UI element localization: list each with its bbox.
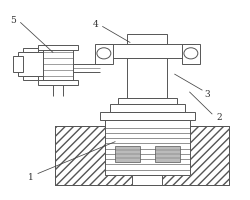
Bar bbox=[155, 146, 180, 162]
Text: 1: 1 bbox=[28, 173, 34, 182]
Text: 5: 5 bbox=[10, 16, 16, 25]
Bar bbox=[118, 98, 177, 104]
Bar bbox=[110, 104, 185, 112]
Bar bbox=[182, 44, 200, 64]
Bar bbox=[100, 112, 194, 120]
Text: 3: 3 bbox=[204, 90, 210, 99]
Bar bbox=[95, 44, 112, 64]
Bar bbox=[56, 126, 230, 185]
Bar bbox=[128, 58, 167, 98]
Bar bbox=[23, 76, 38, 80]
Bar bbox=[23, 48, 38, 52]
Bar bbox=[105, 120, 190, 175]
Bar bbox=[132, 175, 162, 185]
Circle shape bbox=[184, 48, 198, 59]
Bar bbox=[115, 146, 140, 162]
Bar bbox=[18, 52, 43, 76]
Bar bbox=[38, 80, 78, 85]
Bar bbox=[13, 56, 23, 72]
Bar bbox=[56, 126, 230, 185]
Bar bbox=[128, 34, 167, 44]
Text: 4: 4 bbox=[92, 20, 98, 29]
Bar bbox=[43, 48, 73, 80]
Text: 2: 2 bbox=[217, 113, 222, 122]
Bar bbox=[38, 45, 78, 50]
Circle shape bbox=[97, 48, 111, 59]
Bar bbox=[100, 44, 194, 58]
